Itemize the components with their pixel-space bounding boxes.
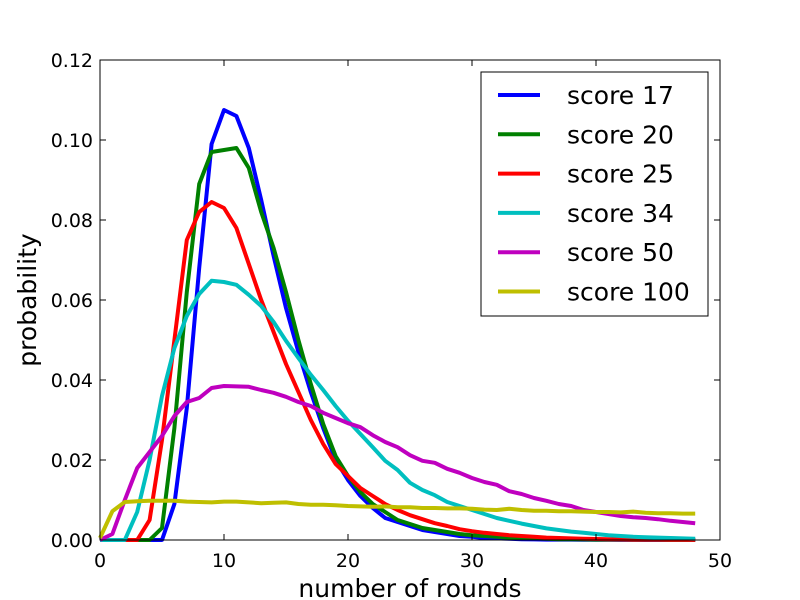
y-tick-label: 0.12 [51,50,93,72]
series-line-6 [98,498,696,539]
legend-label: score 100 [567,278,690,307]
legend-label: score 20 [567,120,674,149]
x-tick-label: 30 [460,550,484,572]
legend-label: score 25 [567,160,674,189]
x-tick-label: 10 [212,550,236,572]
y-tick-label: 0.06 [51,290,93,312]
x-tick-label: 20 [336,550,360,572]
y-tick-label: 0.08 [51,210,93,232]
x-tick-label: 50 [708,550,732,572]
x-tick-label: 0 [94,550,106,572]
y-tick-label: 0.02 [51,450,93,472]
legend: score 17 score 20 score 25 score 34 score 50… [480,71,709,317]
legend-label: score 17 [567,81,674,110]
legend-box [480,71,709,317]
y-tick-label: 0.10 [51,130,93,152]
x-tick-label: 40 [584,550,608,572]
y-axis-label: probability [13,233,42,367]
axis-ticks: 0 10 20 30 40 50 0.00 0.02 0.04 0.06 0.08 0.10 0.12 [51,50,732,572]
y-tick-label: 0.00 [51,530,93,552]
x-axis-label: number of rounds [298,574,521,600]
y-tick-label: 0.04 [51,370,93,392]
legend-label: score 34 [567,199,674,228]
legend-label: score 50 [567,238,674,267]
